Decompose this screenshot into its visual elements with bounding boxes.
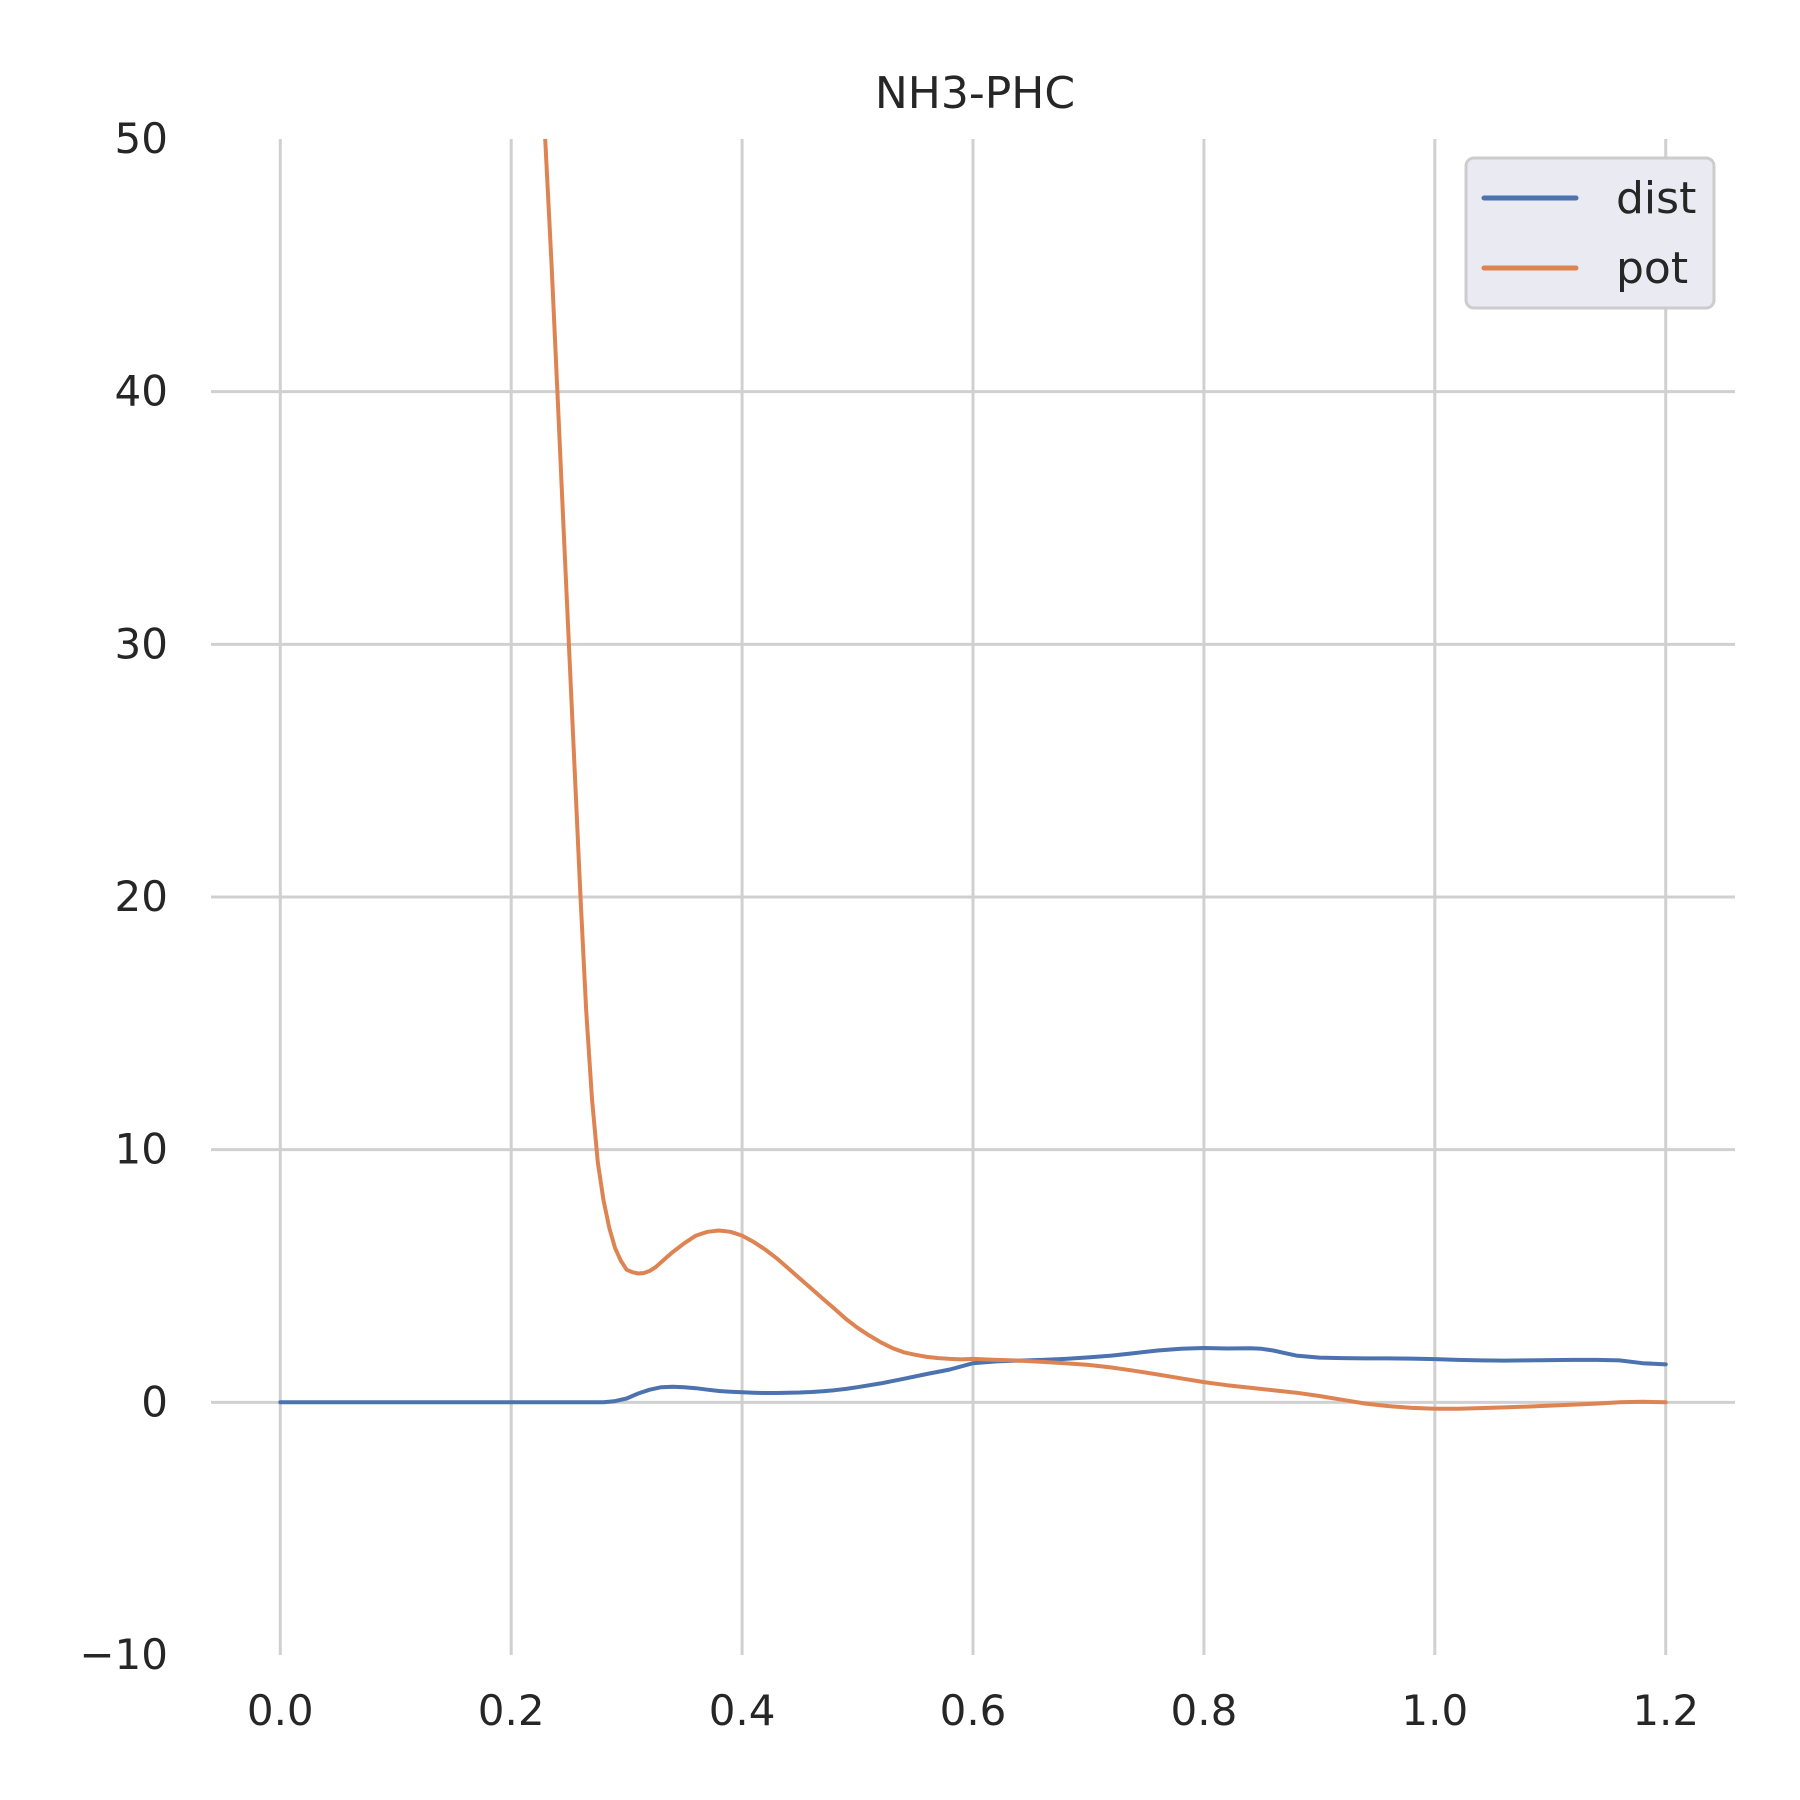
y-tick-label: 30 [115, 619, 168, 668]
y-tick-label: 10 [115, 1125, 168, 1174]
legend-label-dist: dist [1616, 173, 1696, 224]
legend-label-pot: pot [1616, 243, 1688, 294]
legend: dist pot [1464, 156, 1716, 310]
axis-ticks: 0.0 0.2 0.4 0.6 0.8 1.0 1.2 −10 0 10 20 30 40 50 [79, 114, 1699, 1735]
y-tick-label: 20 [115, 872, 168, 921]
x-tick-label: 0.4 [709, 1686, 776, 1735]
x-tick-label: 0.0 [247, 1686, 314, 1735]
x-tick-label: 0.6 [940, 1686, 1007, 1735]
series-line-pot [543, 139, 1668, 1411]
chart-title: NH3-PHC [875, 68, 1075, 119]
series-line-dist [278, 1346, 1668, 1405]
y-tick-label: −10 [79, 1630, 168, 1679]
series-lines [278, 139, 1668, 1411]
x-tick-label: 0.2 [478, 1686, 545, 1735]
y-tick-label: 40 [115, 367, 168, 416]
x-tick-label: 0.8 [1171, 1686, 1238, 1735]
y-tick-label: 50 [115, 114, 168, 163]
grid [211, 139, 1735, 1655]
y-tick-label: 0 [141, 1377, 168, 1426]
x-tick-label: 1.2 [1632, 1686, 1699, 1735]
x-tick-label: 1.0 [1401, 1686, 1468, 1735]
